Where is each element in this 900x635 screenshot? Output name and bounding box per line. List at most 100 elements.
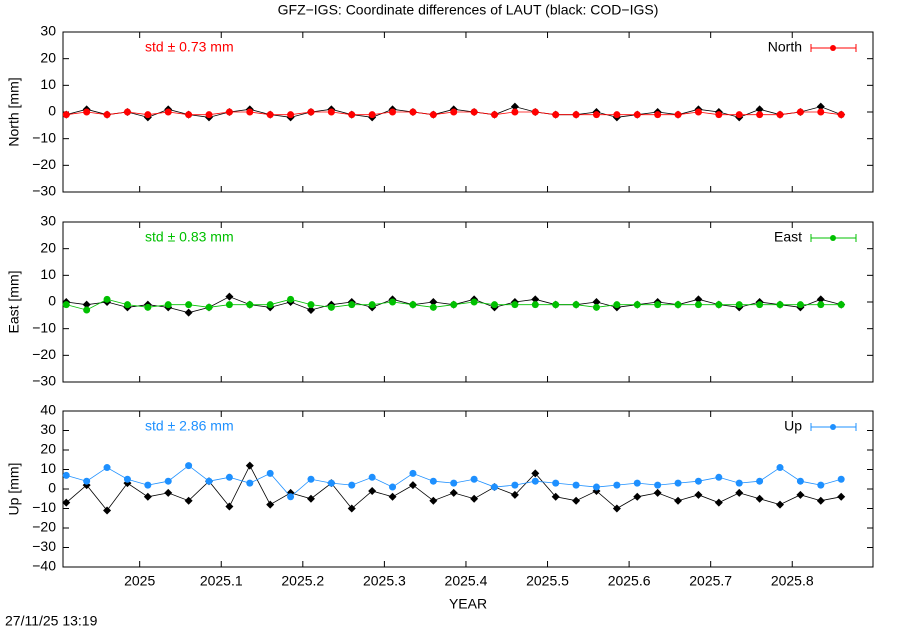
- plot-frame: [62, 410, 874, 568]
- point: [266, 301, 274, 309]
- y-tick-label: 10: [40, 266, 56, 282]
- y-tick-label: 20: [40, 49, 56, 65]
- point: [552, 111, 560, 119]
- point: [62, 111, 70, 119]
- point: [450, 301, 458, 309]
- legend-symbol: [830, 235, 836, 241]
- point: [103, 506, 112, 515]
- point: [531, 469, 540, 478]
- point: [225, 108, 233, 116]
- legend-symbol: [830, 45, 836, 51]
- point: [776, 301, 784, 309]
- y-axis-label: East [mm]: [6, 270, 22, 333]
- annotation: std ± 0.83 mm: [145, 229, 234, 245]
- point: [756, 477, 764, 485]
- point: [144, 303, 152, 311]
- point: [287, 295, 295, 303]
- y-tick-label: 10: [40, 460, 56, 476]
- y-tick-label: −30: [32, 183, 56, 199]
- point: [755, 494, 764, 503]
- point: [735, 301, 743, 309]
- point: [62, 471, 70, 479]
- point: [184, 308, 193, 317]
- point: [714, 498, 723, 507]
- point: [205, 303, 213, 311]
- point: [225, 292, 234, 301]
- point: [348, 111, 356, 119]
- y-tick-label: −30: [32, 373, 56, 389]
- point: [612, 504, 621, 513]
- point: [796, 301, 804, 309]
- point: [837, 301, 845, 309]
- point: [735, 479, 743, 487]
- point: [572, 481, 580, 489]
- point: [389, 483, 397, 491]
- y-tick-label: 30: [40, 23, 56, 39]
- point: [837, 492, 846, 501]
- point: [674, 479, 682, 487]
- point: [531, 108, 539, 116]
- point: [796, 477, 804, 485]
- point: [205, 111, 213, 119]
- point: [83, 108, 91, 116]
- y-tick-label: 30: [40, 213, 56, 229]
- point: [327, 108, 335, 116]
- point: [551, 492, 560, 501]
- point: [348, 301, 356, 309]
- y-tick-label: −30: [32, 538, 56, 554]
- point: [552, 479, 560, 487]
- point: [735, 111, 743, 119]
- point: [674, 496, 683, 505]
- point: [552, 301, 560, 309]
- point: [144, 481, 152, 489]
- point: [837, 475, 845, 483]
- point: [592, 483, 600, 491]
- x-tick-label: 2025.2: [281, 573, 324, 589]
- x-tick-label: 2025.6: [608, 573, 651, 589]
- point: [694, 490, 703, 499]
- point: [796, 490, 805, 499]
- point: [654, 111, 662, 119]
- point: [307, 108, 315, 116]
- point: [389, 298, 397, 306]
- point: [184, 496, 193, 505]
- point: [306, 494, 315, 503]
- point: [409, 108, 417, 116]
- y-tick-label: 30: [40, 421, 56, 437]
- point: [572, 301, 580, 309]
- point: [694, 295, 703, 304]
- y-tick-label: −20: [32, 156, 56, 172]
- point: [266, 500, 275, 509]
- point: [306, 306, 315, 314]
- point: [470, 475, 478, 483]
- chart-title: GFZ−IGS: Coordinate differences of LAUT …: [278, 2, 659, 18]
- point: [429, 303, 437, 311]
- y-tick-label: −40: [32, 558, 56, 574]
- x-tick-label: 2025: [124, 573, 155, 589]
- point: [429, 477, 437, 485]
- point: [837, 111, 845, 119]
- point: [246, 301, 254, 309]
- point: [715, 301, 723, 309]
- y-tick-label: 40: [40, 402, 56, 418]
- legend-label: Up: [784, 418, 802, 434]
- point: [470, 494, 479, 503]
- point: [225, 473, 233, 481]
- point: [389, 108, 397, 116]
- point: [123, 475, 131, 483]
- point: [817, 301, 825, 309]
- point: [613, 111, 621, 119]
- point: [225, 301, 233, 309]
- point: [592, 303, 600, 311]
- point: [307, 475, 315, 483]
- point: [756, 111, 764, 119]
- point: [531, 301, 539, 309]
- point: [429, 298, 438, 306]
- legend-label: East: [774, 229, 802, 245]
- point: [327, 303, 335, 311]
- point: [327, 479, 335, 487]
- point: [103, 295, 111, 303]
- point: [531, 477, 539, 485]
- x-tick-label: 2025.1: [200, 573, 243, 589]
